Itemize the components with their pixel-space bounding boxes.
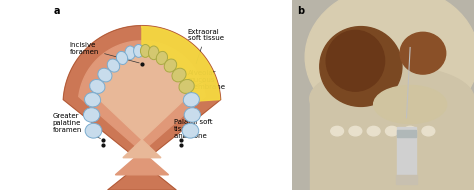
Bar [397,130,416,137]
Ellipse shape [404,126,417,136]
Polygon shape [95,57,189,158]
Ellipse shape [83,108,100,122]
Bar [310,95,474,190]
Text: Extraoral
soft tissue: Extraoral soft tissue [188,28,224,64]
Ellipse shape [125,46,136,60]
Text: Palatal soft
tissue
and bone: Palatal soft tissue and bone [174,119,213,139]
Ellipse shape [156,51,167,64]
Ellipse shape [331,126,344,136]
Polygon shape [63,26,221,190]
Ellipse shape [90,79,105,93]
Polygon shape [141,27,220,101]
Ellipse shape [367,126,380,136]
Ellipse shape [134,44,144,57]
Ellipse shape [305,0,474,128]
Ellipse shape [107,59,119,72]
Ellipse shape [85,123,102,138]
Ellipse shape [320,27,402,106]
Text: Incisive
foramen: Incisive foramen [70,42,139,63]
Ellipse shape [400,32,446,74]
Ellipse shape [164,59,177,72]
Ellipse shape [422,126,435,136]
Text: b: b [297,6,304,16]
Ellipse shape [326,30,384,91]
Ellipse shape [117,51,128,64]
Text: Greater
palatine
foramen: Greater palatine foramen [53,113,100,139]
Ellipse shape [98,68,112,82]
Ellipse shape [182,123,199,138]
Polygon shape [79,41,205,175]
Bar [397,127,416,180]
Bar [396,175,417,184]
Text: a: a [54,6,60,16]
Ellipse shape [172,68,186,82]
Ellipse shape [179,79,194,93]
Ellipse shape [148,46,159,60]
Ellipse shape [183,93,200,107]
Ellipse shape [385,126,398,136]
Ellipse shape [310,66,474,132]
Ellipse shape [374,86,447,124]
Ellipse shape [140,44,150,57]
Ellipse shape [349,126,362,136]
Text: Alveolar
mucous
membrane: Alveolar mucous membrane [188,70,226,90]
Ellipse shape [184,108,201,122]
Ellipse shape [84,93,100,107]
